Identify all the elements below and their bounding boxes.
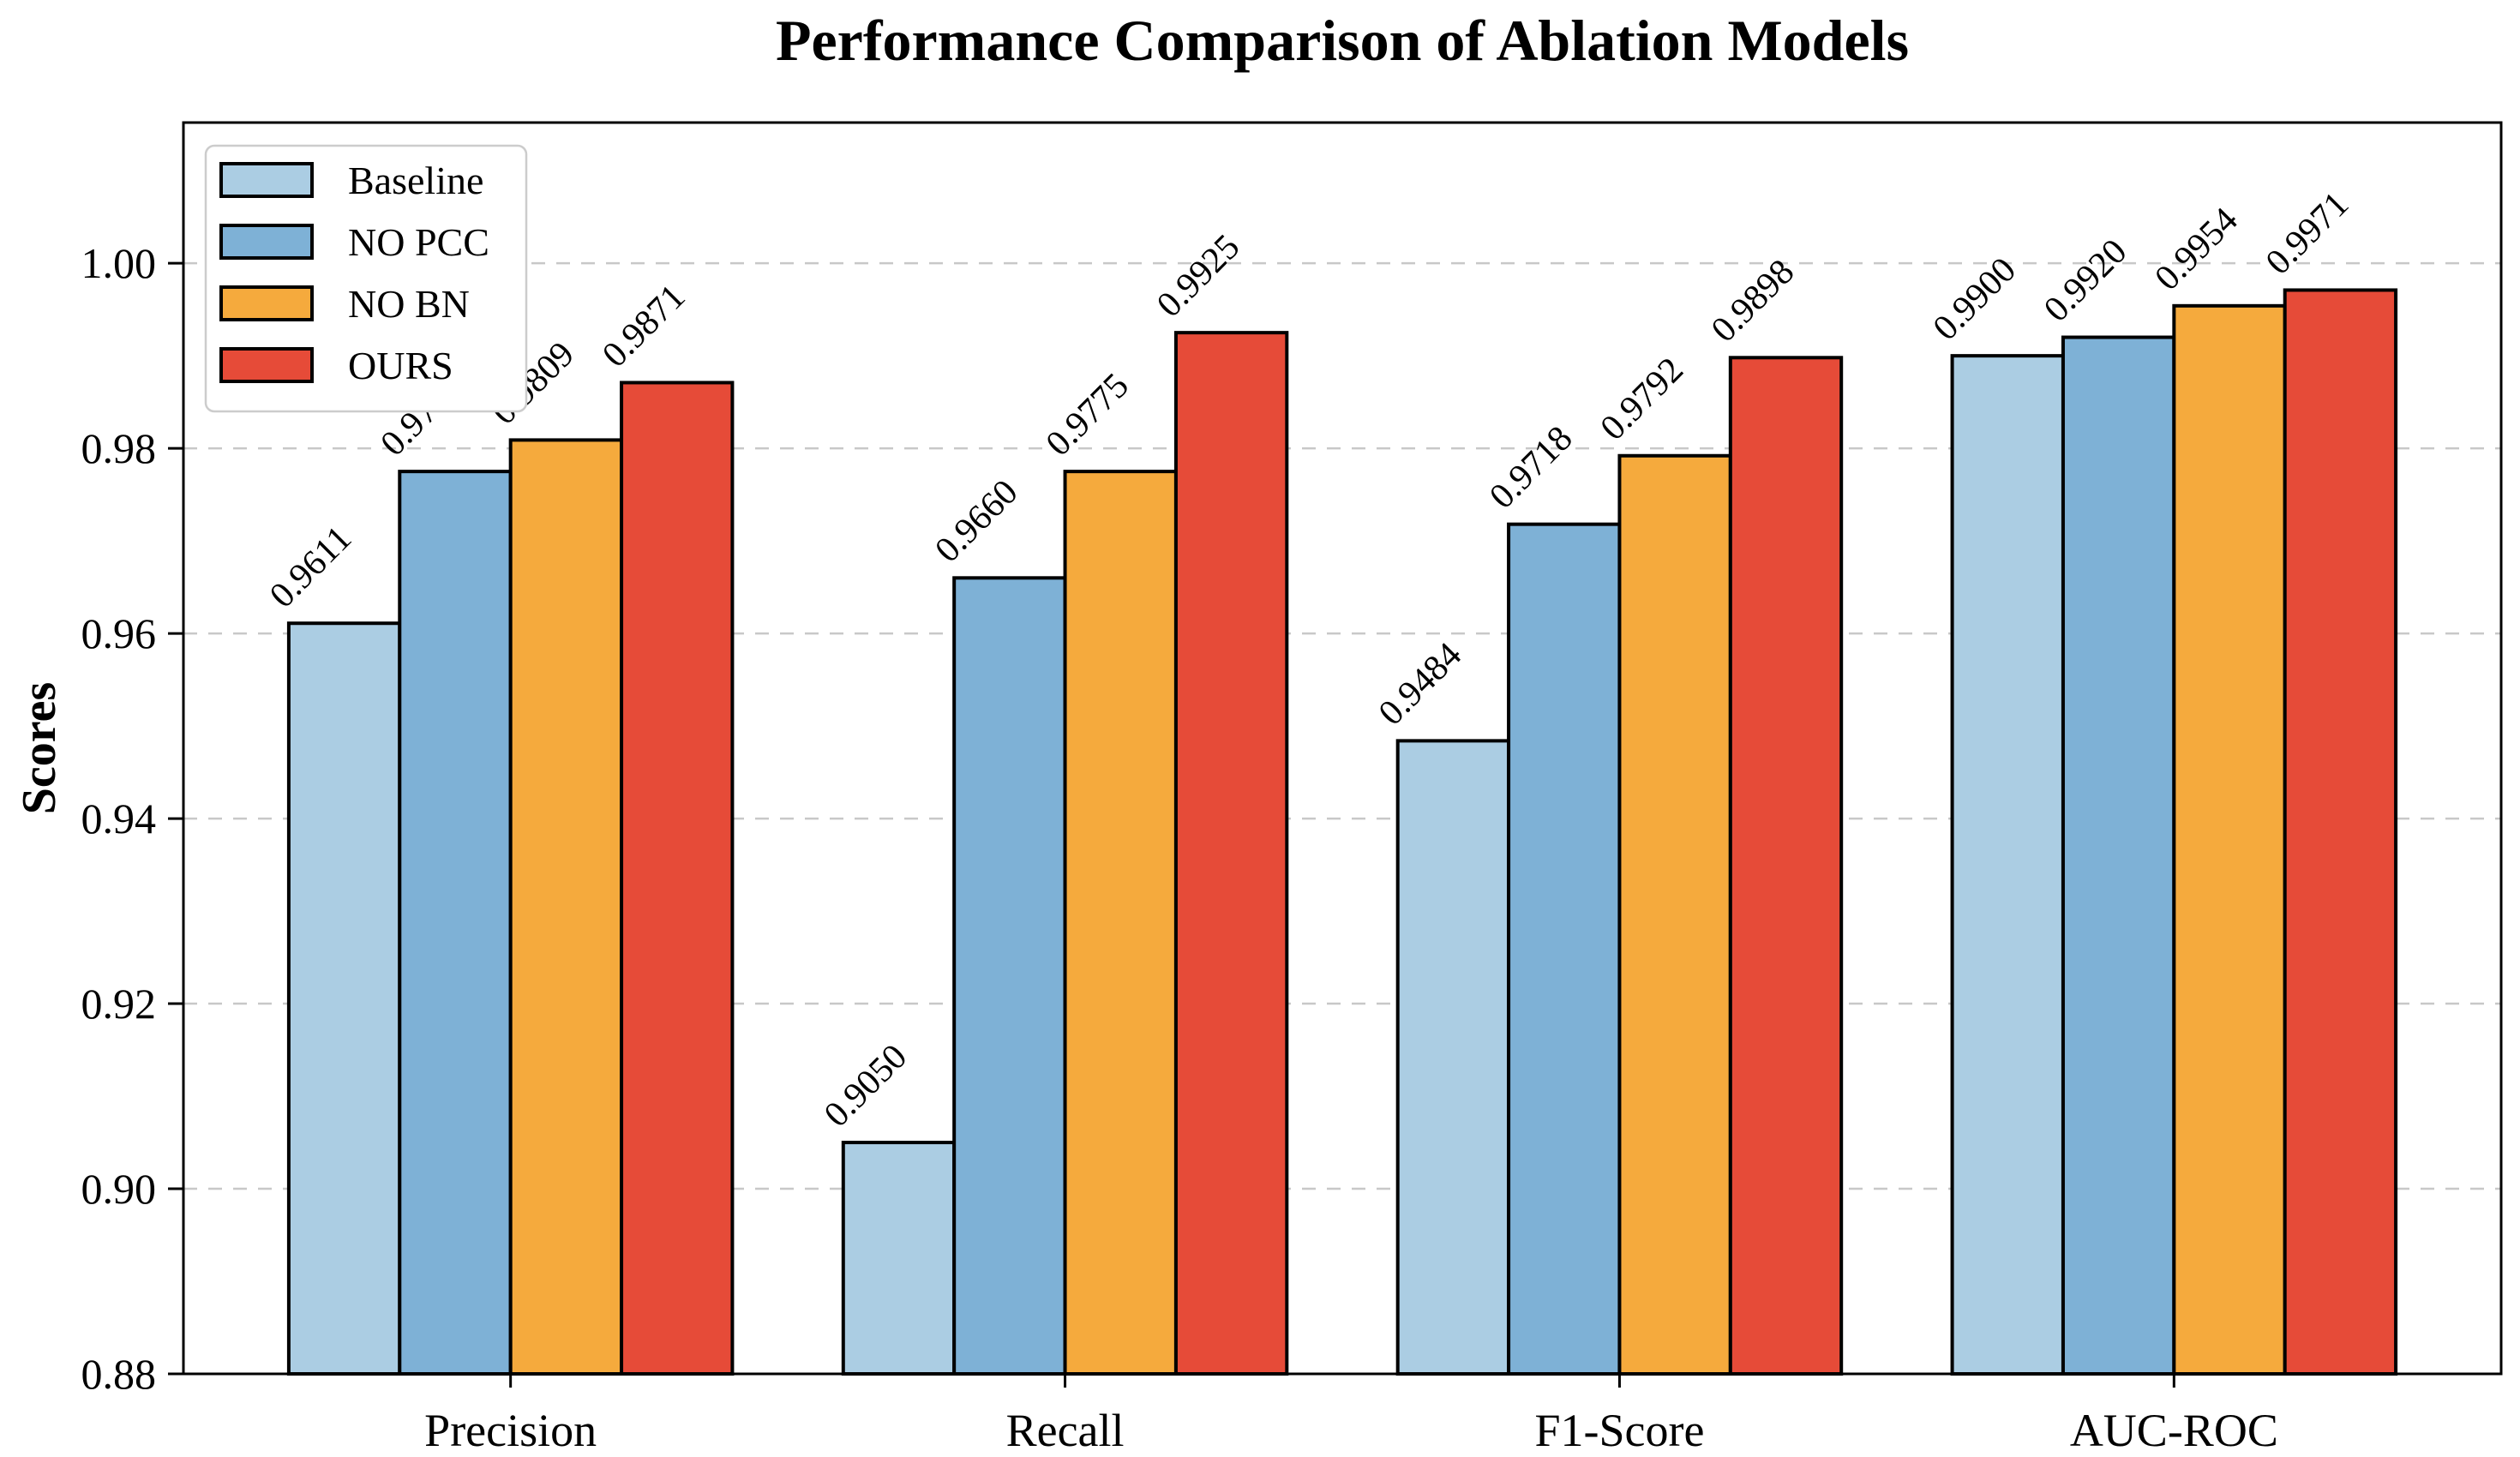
bar-label-auc-roc-baseline: 0.9900 xyxy=(1926,250,2024,348)
bar-label-f1-score-baseline: 0.9484 xyxy=(1371,635,1469,733)
legend: Baseline NO PCC NO BN OURS xyxy=(204,144,528,413)
y-tick-label-0.92: 0.92 xyxy=(81,980,157,1028)
bar-label-precision-baseline: 0.9611 xyxy=(262,519,359,615)
bar-recall-no-bn xyxy=(1063,470,1178,1376)
bar-recall-no-pcc xyxy=(952,576,1067,1376)
legend-swatch-no-bn xyxy=(219,285,314,321)
legend-swatch-ours xyxy=(219,347,314,383)
bar-f1-score-no-bn xyxy=(1617,453,1732,1376)
axes: 0.88 0.90 0.92 0.94 0.96 0.98 1.00 Precision Rec… xyxy=(81,121,2503,1456)
legend-label-no-bn: NO BN xyxy=(348,282,470,326)
bar-auc-roc-ours xyxy=(2283,288,2398,1376)
bar-label-auc-roc-no-pcc: 0.9920 xyxy=(2037,231,2134,329)
bar-label-recall-ours: 0.9925 xyxy=(1149,227,1247,325)
legend-box xyxy=(204,144,528,413)
x-tick-label-f1-score: F1-Score xyxy=(1534,1405,1704,1456)
x-tick-label-precision: Precision xyxy=(424,1405,597,1456)
y-tick-label-0.98: 0.98 xyxy=(81,424,157,472)
bar-label-f1-score-ours: 0.9898 xyxy=(1704,252,1802,350)
legend-swatch-no-pcc xyxy=(219,224,314,260)
bar-label-f1-score-no-bn: 0.9792 xyxy=(1593,351,1691,448)
bar-recall-ours xyxy=(1173,331,1289,1376)
bar-precision-baseline xyxy=(286,621,402,1376)
y-tick-label-0.90: 0.90 xyxy=(81,1165,157,1213)
legend-label-baseline: Baseline xyxy=(348,159,483,202)
bar-f1-score-baseline xyxy=(1395,739,1511,1376)
y-tick-label-1.00: 1.00 xyxy=(81,239,157,287)
bar-precision-ours xyxy=(620,381,735,1376)
bar-label-auc-roc-no-bn: 0.9954 xyxy=(2148,201,2246,298)
bar-label-recall-no-pcc: 0.9660 xyxy=(927,472,1025,570)
plot-frame xyxy=(182,121,2503,1376)
bars xyxy=(286,288,2398,1376)
bar-auc-roc-no-pcc xyxy=(2061,335,2176,1376)
y-tick-label-0.96: 0.96 xyxy=(81,609,157,657)
y-tick-label-0.88: 0.88 xyxy=(81,1350,157,1398)
bar-precision-no-pcc xyxy=(398,470,513,1376)
bar-label-f1-score-no-pcc: 0.9718 xyxy=(1482,419,1580,517)
x-tick-label-recall: Recall xyxy=(1006,1405,1125,1456)
legend-label-no-pcc: NO PCC xyxy=(348,220,489,264)
legend-swatch-baseline xyxy=(219,162,314,198)
bar-recall-baseline xyxy=(841,1141,957,1376)
bar-f1-score-ours xyxy=(1728,356,1844,1376)
bar-label-auc-roc-ours: 0.9971 xyxy=(2259,184,2356,282)
bar-label-precision-ours: 0.9871 xyxy=(595,277,693,375)
bar-f1-score-no-pcc xyxy=(1507,522,1622,1376)
bar-precision-no-bn xyxy=(508,438,624,1376)
bar-auc-roc-no-bn xyxy=(2172,303,2287,1376)
y-tick-label-0.94: 0.94 xyxy=(81,794,157,842)
chart-title: Performance Comparison of Ablation Model… xyxy=(775,8,1910,73)
legend-label-ours: OURS xyxy=(348,344,453,387)
bar-label-recall-baseline: 0.9050 xyxy=(817,1037,915,1135)
bar-auc-roc-baseline xyxy=(1950,354,2065,1376)
x-tick-label-auc-roc: AUC-ROC xyxy=(2070,1405,2278,1456)
